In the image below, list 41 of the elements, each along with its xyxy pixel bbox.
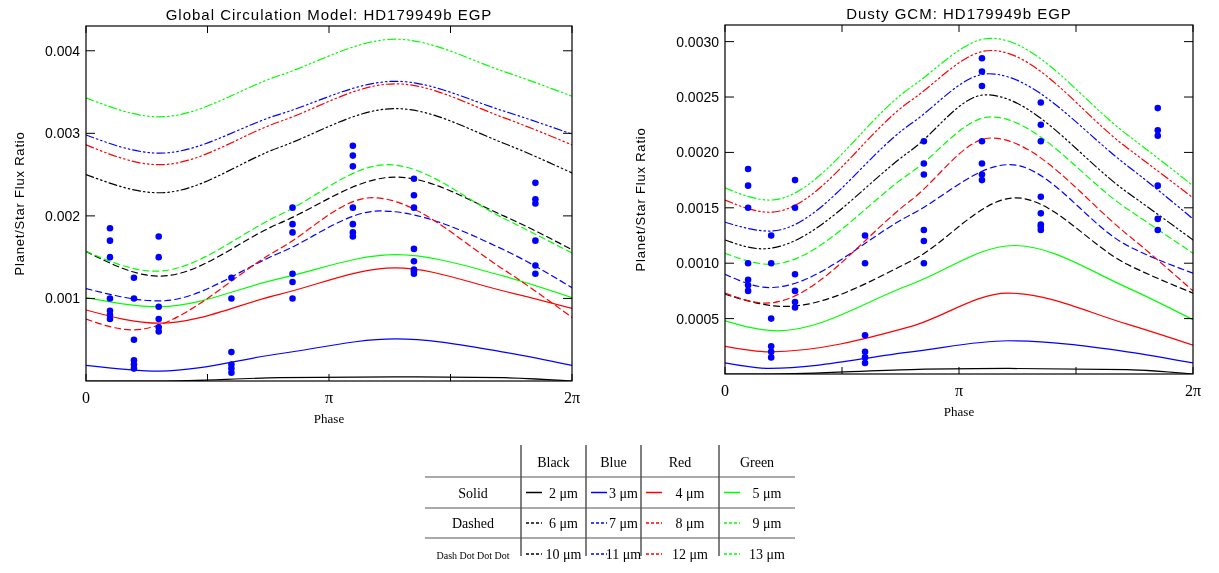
text: Dashed — [452, 516, 494, 531]
y-tick-label: 0.0025 — [676, 88, 720, 105]
x-axis-title: Phase — [313, 411, 345, 426]
text: Black — [537, 455, 570, 470]
y-axis-title: Planet/Star Flux Ratio — [633, 127, 648, 272]
legend-label: 3 μm — [609, 485, 639, 501]
chart-title: Global Circulation Model: HD179949b EGP — [165, 6, 493, 23]
y-tick-label: 0.001 — [44, 290, 81, 307]
x-tick-label: π — [324, 389, 334, 406]
legend-label: 9 μm — [752, 516, 782, 531]
x-tick-label: π — [954, 382, 964, 399]
legend-label: 2 μm — [549, 485, 579, 501]
chart-title: Dusty GCM: HD179949b EGP — [846, 5, 1072, 22]
legend-label: 6 μm — [549, 516, 579, 531]
y-tick-label: 0.003 — [44, 125, 81, 142]
x-tick-label: 0 — [721, 382, 729, 399]
legend-label: 11 μm — [605, 547, 642, 562]
legend-label: 7 μm — [609, 516, 639, 531]
x-tick-label: 0 — [82, 389, 90, 406]
legend-label: 12 μm — [672, 547, 709, 562]
y-tick-label: 0.0010 — [676, 255, 720, 272]
text: Solid — [458, 485, 488, 501]
y-tick-label: 0.0030 — [676, 33, 720, 50]
y-tick-label: 0.0005 — [676, 310, 720, 327]
text: Red — [668, 455, 692, 470]
y-tick-label: 0.002 — [44, 207, 81, 224]
y-tick-label: 0.004 — [44, 42, 81, 59]
x-axis-title: Phase — [943, 404, 975, 419]
legend-label: 5 μm — [752, 485, 782, 501]
text: Dash Dot Dot Dot — [436, 550, 510, 561]
legend-label: 10 μm — [545, 547, 582, 562]
legend-label: 4 μm — [675, 485, 705, 501]
legend-label: 8 μm — [675, 516, 705, 531]
y-tick-label: 0.0015 — [676, 199, 720, 216]
x-tick-label: 2π — [563, 389, 581, 406]
y-axis-title: Planet/Star Flux Ratio — [12, 131, 27, 276]
text: Blue — [600, 455, 627, 470]
x-tick-label: 2π — [1184, 382, 1202, 399]
text: Green — [739, 455, 775, 470]
legend-label: 13 μm — [749, 547, 786, 562]
y-tick-label: 0.0020 — [676, 144, 720, 161]
